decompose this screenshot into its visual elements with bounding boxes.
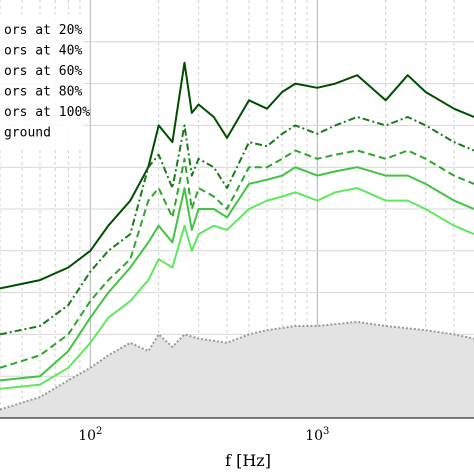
- series-line-ors-at-20-: [0, 187, 474, 390]
- x-tick-label: 102: [78, 426, 102, 444]
- series-group: [0, 61, 474, 418]
- series-line-ors-at-60-: [0, 149, 474, 369]
- axes: 102 103: [0, 417, 474, 444]
- legend-item-label: ors at 60%: [4, 64, 82, 79]
- series-line-ground: [0, 320, 474, 411]
- legend: ors at 20% ors at 40% ors at 60% ors at 80%…: [0, 14, 90, 148]
- x-axis-label: f [Hz]: [225, 451, 271, 470]
- series-line-ors-at-40-: [0, 166, 474, 382]
- legend-item-label: ors at 100%: [4, 105, 90, 120]
- series-area-ground: [0, 321, 474, 418]
- legend-item-label: ors at 40%: [4, 44, 82, 59]
- x-tick-label: 103: [305, 426, 329, 444]
- series-line-ors-at-100-: [0, 61, 474, 290]
- legend-item-label: ground: [4, 126, 51, 141]
- legend-item-label: ors at 20%: [4, 23, 82, 38]
- legend-item-label: ors at 80%: [4, 85, 82, 100]
- legend-box: [0, 14, 84, 148]
- series-line-ors-at-80-: [0, 116, 474, 336]
